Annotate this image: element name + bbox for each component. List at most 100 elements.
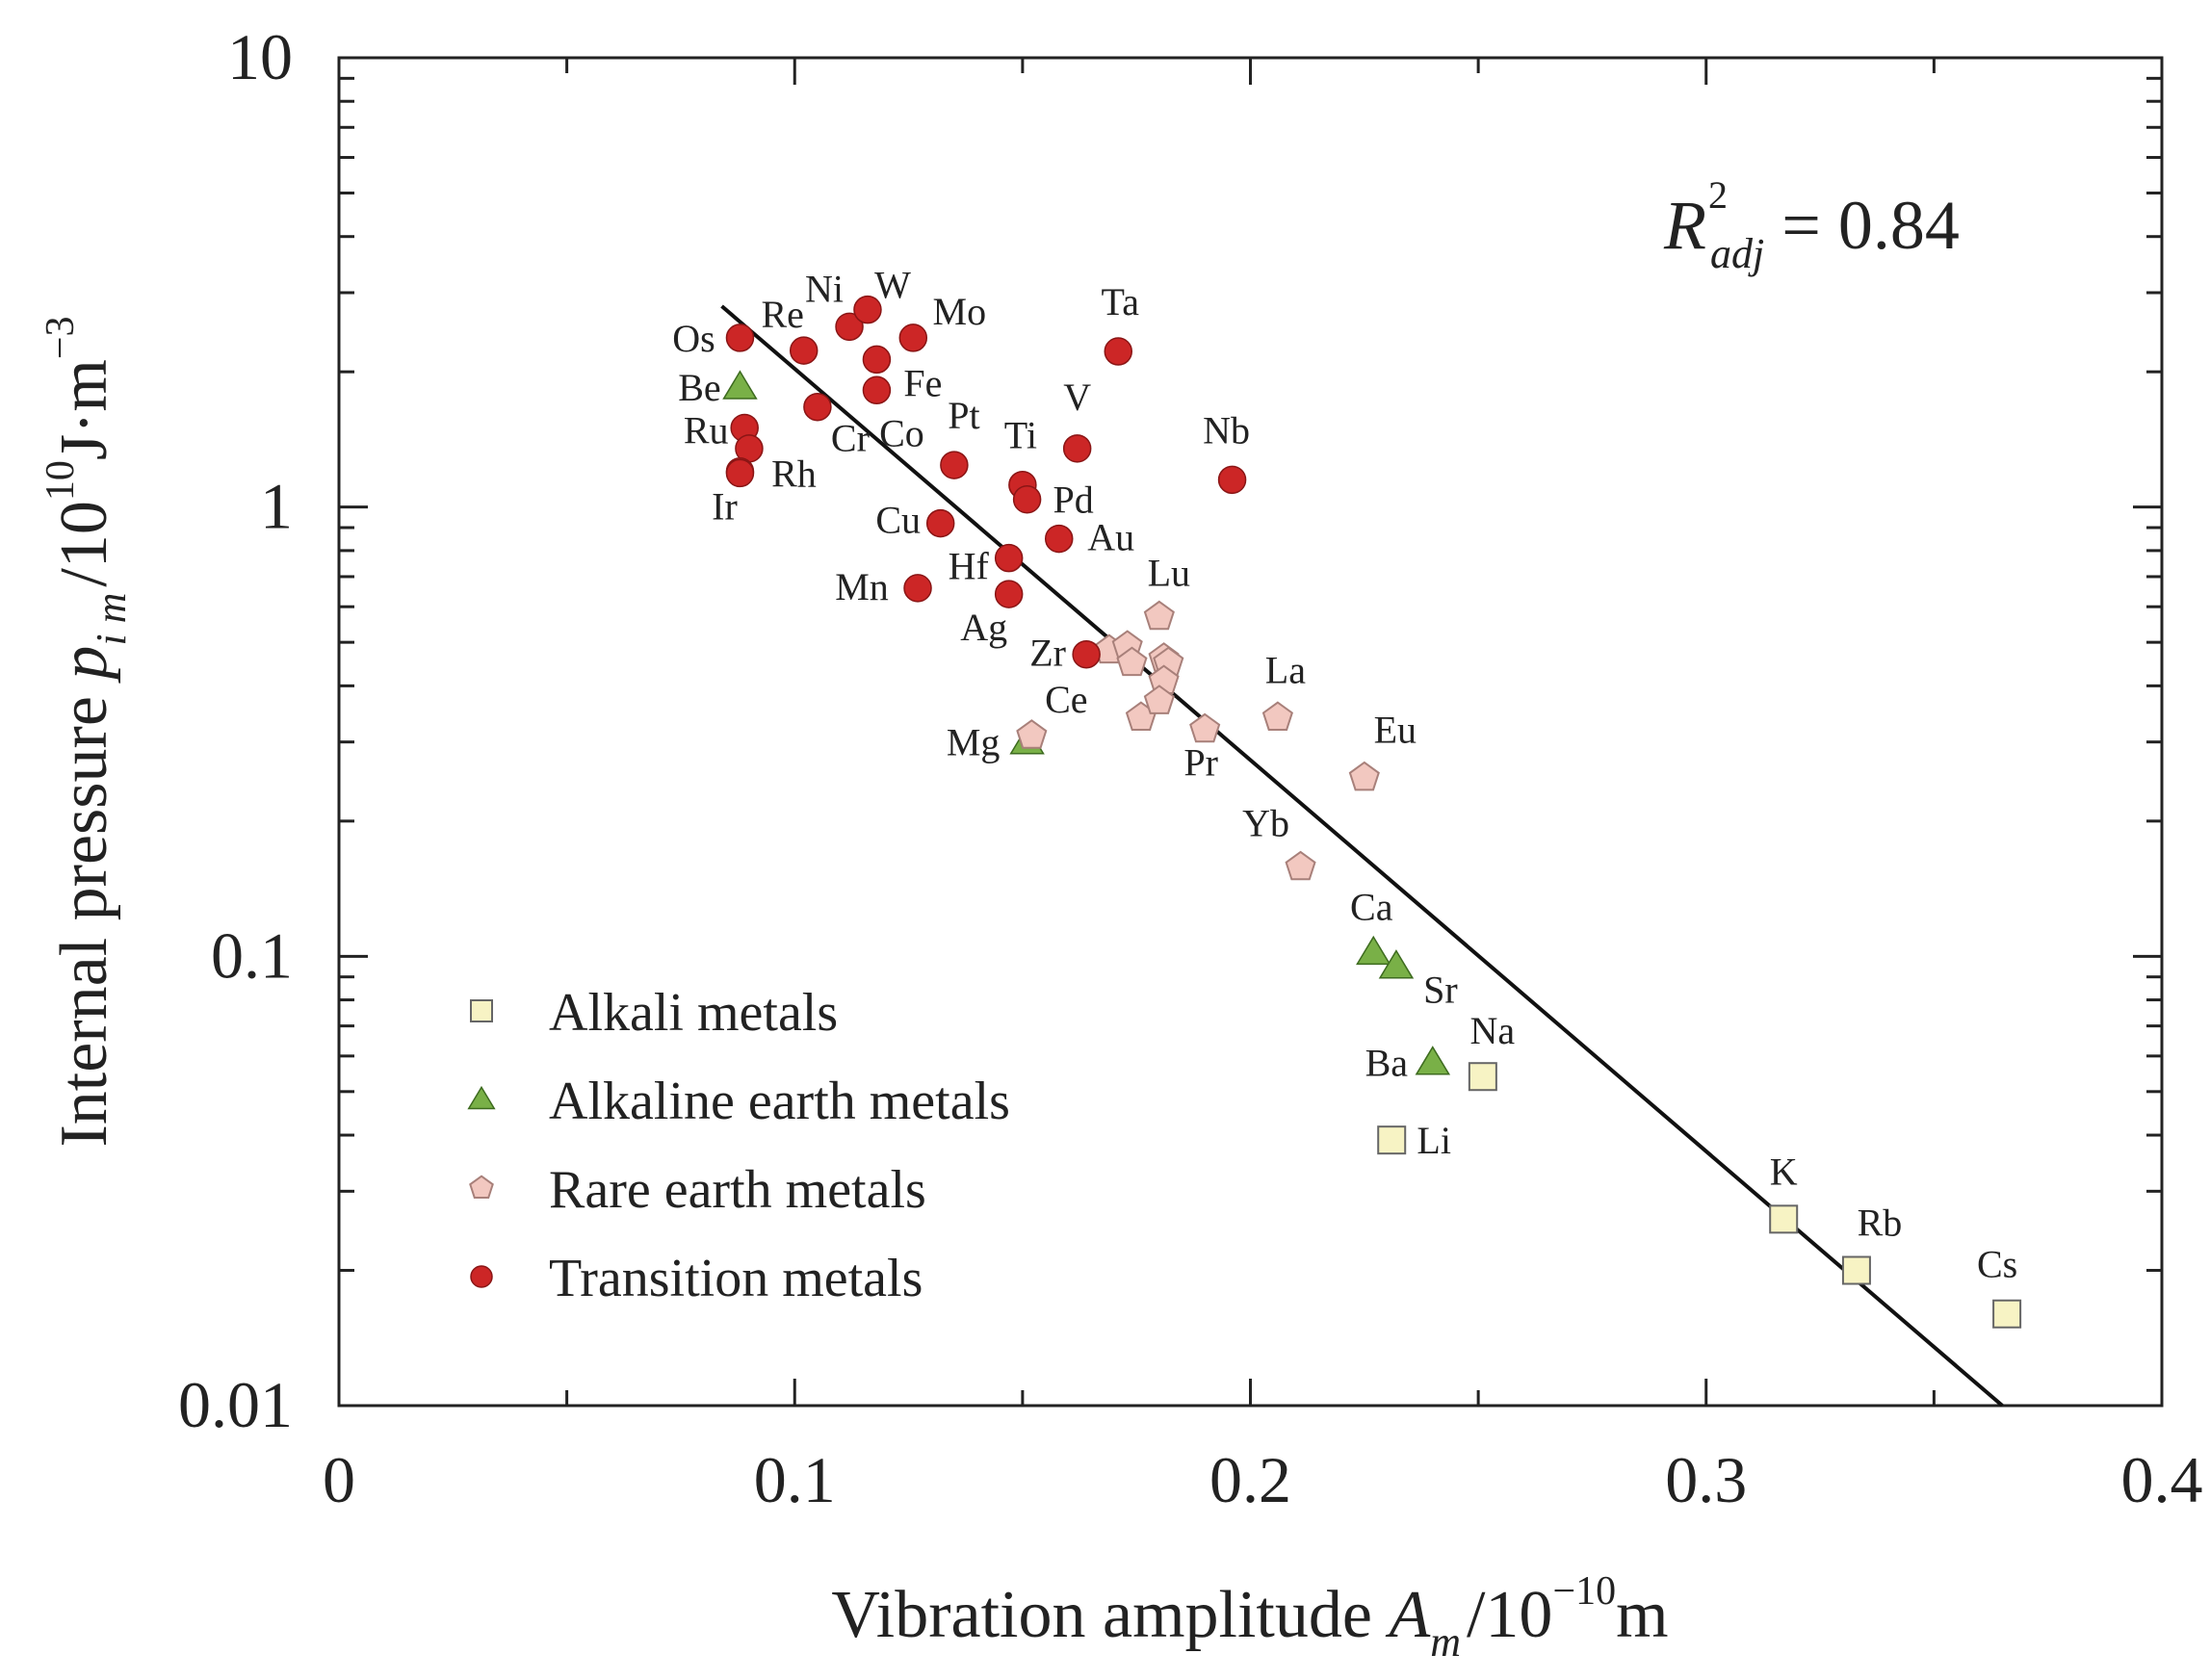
point-re (789, 336, 819, 365)
y-tick-label: 0.01 (178, 1368, 293, 1441)
y-axis-title: Internal pressure pi m/1010J·m−3 (39, 316, 135, 1147)
point-label-pr: Pr (1183, 741, 1218, 785)
point-ni (835, 312, 864, 342)
r2-value: = 0.84 (1764, 187, 1960, 264)
point-label-k: K (1770, 1150, 1798, 1193)
point-label-na: Na (1470, 1009, 1516, 1052)
x-axis-superscript: −10 (1552, 1569, 1616, 1614)
point-sr (1378, 949, 1415, 979)
point-label-eu: Eu (1374, 709, 1417, 752)
y-axis-unit: /10 (47, 501, 121, 586)
point-zr (1072, 639, 1101, 669)
point-rare-earth-metals (1143, 685, 1175, 714)
x-axis-unit: /10 (1467, 1578, 1552, 1652)
legend-marker-square (470, 999, 493, 1022)
point-label-w: W (874, 264, 911, 307)
point-label-co: Co (879, 411, 924, 454)
point-label-mn: Mn (835, 565, 889, 608)
point-cs (1992, 1299, 2022, 1329)
point-w (853, 295, 882, 324)
r2-base: R (1663, 187, 1706, 264)
point-label-ca: Ca (1350, 885, 1393, 928)
point-label-v: V (1063, 375, 1091, 419)
y-axis-superscript: 10 (39, 460, 83, 501)
x-tick-label: 0.2 (1209, 1443, 1291, 1516)
point-label-mg: Mg (947, 721, 1001, 764)
point-label-sr: Sr (1423, 969, 1458, 1012)
legend-label: Alkaline earth metals (549, 1072, 1010, 1131)
x-axis-title: Vibration amplitude Am/10−10m (831, 1569, 1668, 1666)
point-li (1377, 1125, 1407, 1155)
y-axis-superscript-2: −3 (39, 316, 83, 359)
point-eu (1348, 761, 1380, 791)
point-rb (1841, 1255, 1871, 1285)
point-label-cr: Cr (831, 417, 870, 460)
point-hf (994, 543, 1024, 573)
point-label-nb: Nb (1203, 408, 1250, 452)
point-ag (994, 580, 1024, 608)
y-axis-variable: p (47, 646, 121, 685)
point-label-ni: Ni (805, 267, 844, 310)
point-label-lu: Lu (1148, 552, 1190, 595)
point-os (725, 323, 755, 352)
point-co (862, 375, 892, 405)
x-tick-label: 0 (323, 1443, 355, 1516)
r2-subscript: adj (1710, 230, 1764, 277)
y-tick-label: 1 (260, 470, 293, 543)
point-la (1261, 701, 1293, 731)
point-label-pd: Pd (1053, 478, 1093, 522)
point-lu (1143, 600, 1175, 631)
x-tick-label: 0.1 (754, 1443, 836, 1516)
legend-label: Rare earth metals (549, 1160, 926, 1220)
point-label-ta: Ta (1102, 280, 1140, 323)
point-label-pt: Pt (948, 394, 979, 437)
regression-line (720, 304, 2004, 1408)
point-ba (1415, 1046, 1451, 1075)
point-label-ce: Ce (1045, 678, 1087, 721)
legend-label: Alkali metals (549, 983, 838, 1043)
point-label-yb: Yb (1242, 802, 1289, 845)
point-label-ir: Ir (712, 484, 738, 528)
point-yb (1285, 850, 1316, 881)
point-label-au: Au (1087, 516, 1134, 559)
point-mo (898, 323, 928, 352)
y-axis-title-text: Internal pressure (47, 680, 121, 1148)
point-pt (940, 451, 969, 479)
y-tick-label: 10 (227, 20, 293, 93)
point-label-ag: Ag (960, 606, 1007, 649)
y-axis-subscript: i m (88, 593, 135, 646)
point-label-rb: Rb (1858, 1202, 1903, 1245)
point-label-fe: Fe (903, 361, 942, 404)
point-ce (1016, 719, 1048, 749)
point-label-be: Be (678, 366, 720, 409)
point-cr (803, 392, 832, 422)
x-axis-variable: A (1385, 1578, 1430, 1652)
point-ca (1356, 935, 1391, 966)
point-k (1769, 1204, 1799, 1234)
r2-superscript: 2 (1708, 173, 1728, 217)
point-rare-earth-metals (1116, 646, 1148, 677)
point-label-mo: Mo (933, 290, 987, 333)
y-axis-unit-jm: J·m (47, 359, 121, 460)
x-axis-unit-m: m (1616, 1578, 1668, 1652)
point-ir (725, 458, 755, 488)
point-label-ba: Ba (1365, 1042, 1409, 1085)
point-mn (903, 574, 932, 603)
point-na (1468, 1062, 1497, 1092)
point-label-cs: Cs (1977, 1243, 2017, 1286)
point-pd (1012, 484, 1042, 514)
point-label-re: Re (761, 293, 803, 336)
point-label-li: Li (1417, 1119, 1451, 1162)
point-nb (1217, 465, 1247, 495)
point-cu (925, 508, 955, 538)
r2-annotation: R2 adj = 0.84 (1663, 173, 1960, 277)
point-label-rh: Rh (771, 452, 817, 496)
point-label-hf: Hf (949, 545, 990, 588)
point-pr (1189, 712, 1221, 743)
point-label-ru: Ru (684, 408, 729, 452)
legend-label: Transition metals (549, 1249, 923, 1308)
x-tick-label: 0.3 (1665, 1443, 1747, 1516)
point-au (1044, 524, 1074, 554)
point-label-os: Os (672, 317, 715, 360)
